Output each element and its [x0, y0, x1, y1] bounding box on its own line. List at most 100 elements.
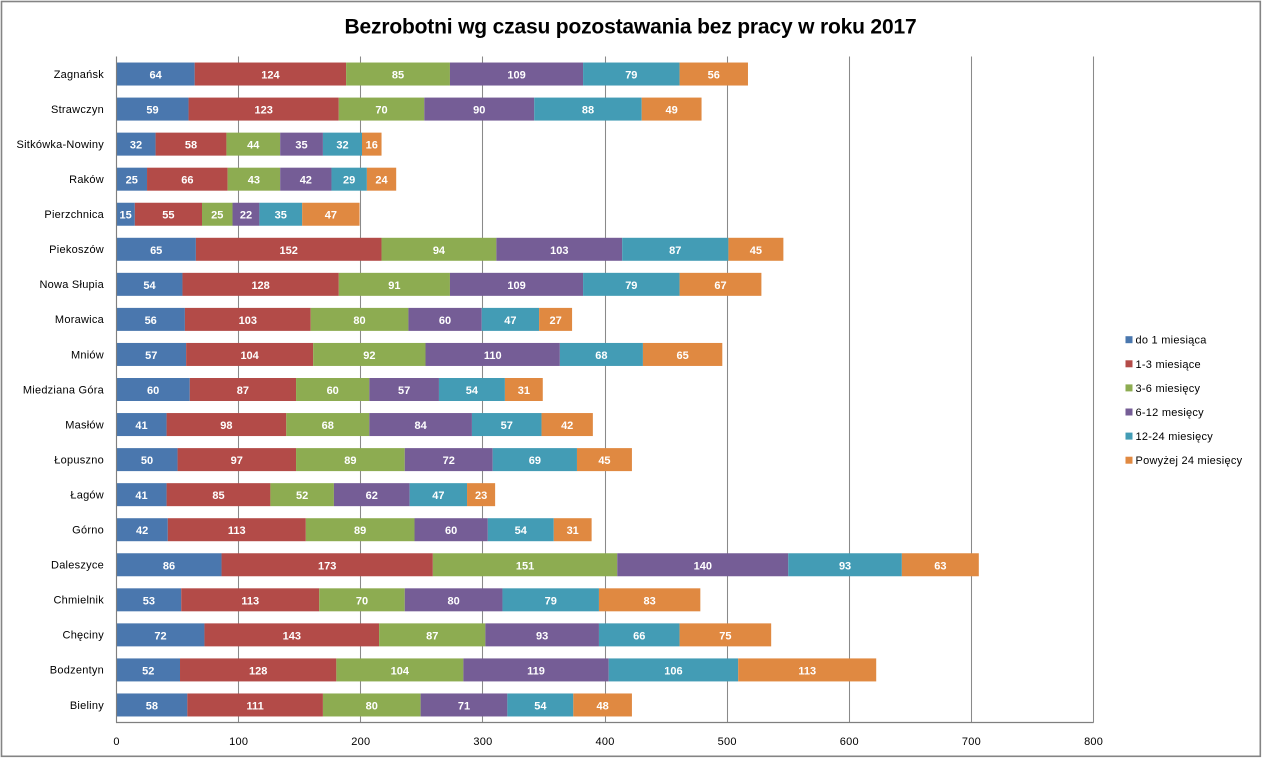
svg-text:32: 32 — [130, 140, 142, 152]
svg-text:49: 49 — [666, 105, 678, 117]
svg-text:25: 25 — [211, 210, 223, 222]
svg-text:66: 66 — [181, 175, 193, 187]
svg-text:41: 41 — [135, 420, 147, 432]
svg-text:100: 100 — [229, 736, 248, 748]
svg-text:113: 113 — [228, 525, 246, 537]
svg-text:173: 173 — [318, 560, 336, 572]
svg-text:60: 60 — [327, 385, 339, 397]
svg-text:104: 104 — [240, 350, 259, 362]
svg-text:Masłów: Masłów — [65, 419, 104, 431]
svg-text:58: 58 — [146, 700, 158, 712]
svg-text:80: 80 — [366, 700, 378, 712]
svg-text:Bieliny: Bieliny — [70, 700, 104, 712]
svg-text:128: 128 — [249, 665, 267, 677]
svg-text:Bezrobotni wg czasu pozostawan: Bezrobotni wg czasu pozostawania bez pra… — [345, 15, 917, 38]
svg-text:60: 60 — [445, 525, 457, 537]
svg-text:87: 87 — [426, 630, 438, 642]
svg-text:53: 53 — [143, 595, 155, 607]
svg-text:54: 54 — [143, 280, 156, 292]
svg-text:111: 111 — [247, 700, 264, 712]
svg-text:Zagnańsk: Zagnańsk — [54, 69, 105, 81]
svg-text:41: 41 — [135, 490, 147, 502]
svg-text:31: 31 — [518, 385, 530, 397]
svg-text:57: 57 — [145, 350, 157, 362]
svg-text:47: 47 — [504, 315, 516, 327]
svg-text:66: 66 — [633, 630, 645, 642]
svg-text:151: 151 — [516, 560, 534, 572]
svg-text:Raków: Raków — [69, 174, 104, 186]
svg-text:200: 200 — [351, 736, 370, 748]
svg-text:500: 500 — [718, 736, 737, 748]
svg-text:47: 47 — [325, 210, 337, 222]
svg-text:70: 70 — [375, 105, 387, 117]
svg-text:31: 31 — [567, 525, 579, 537]
svg-text:56: 56 — [145, 315, 157, 327]
svg-text:113: 113 — [241, 595, 259, 607]
svg-text:140: 140 — [694, 560, 712, 572]
svg-text:Nowa Słupia: Nowa Słupia — [39, 279, 104, 291]
svg-text:113: 113 — [798, 665, 816, 677]
svg-text:152: 152 — [280, 245, 298, 257]
svg-text:42: 42 — [300, 175, 312, 187]
svg-text:54: 54 — [534, 700, 547, 712]
svg-text:Łagów: Łagów — [70, 489, 104, 501]
svg-text:106: 106 — [664, 665, 682, 677]
svg-text:24: 24 — [375, 175, 388, 187]
svg-text:75: 75 — [719, 630, 731, 642]
svg-text:15: 15 — [120, 210, 132, 222]
svg-text:Chęciny: Chęciny — [63, 630, 105, 642]
svg-text:Sitkówka-Nowiny: Sitkówka-Nowiny — [17, 139, 105, 151]
svg-text:52: 52 — [296, 490, 308, 502]
svg-text:72: 72 — [443, 455, 455, 467]
svg-text:59: 59 — [146, 105, 158, 117]
svg-text:Strawczyn: Strawczyn — [51, 104, 104, 116]
svg-text:109: 109 — [507, 70, 525, 82]
svg-text:400: 400 — [596, 736, 615, 748]
svg-text:93: 93 — [839, 560, 851, 572]
svg-text:45: 45 — [598, 455, 610, 467]
svg-text:103: 103 — [550, 245, 568, 257]
svg-text:89: 89 — [344, 455, 356, 467]
svg-text:143: 143 — [283, 630, 301, 642]
svg-text:600: 600 — [840, 736, 859, 748]
svg-text:110: 110 — [484, 350, 502, 362]
svg-text:68: 68 — [322, 420, 334, 432]
svg-text:91: 91 — [388, 280, 400, 292]
svg-text:Łopuszno: Łopuszno — [54, 454, 104, 466]
svg-text:90: 90 — [473, 105, 485, 117]
svg-text:25: 25 — [126, 175, 138, 187]
svg-text:72: 72 — [154, 630, 166, 642]
svg-text:57: 57 — [398, 385, 410, 397]
svg-text:27: 27 — [549, 315, 561, 327]
svg-text:42: 42 — [136, 525, 148, 537]
svg-text:800: 800 — [1084, 736, 1103, 748]
svg-text:128: 128 — [251, 280, 269, 292]
svg-text:93: 93 — [536, 630, 548, 642]
svg-text:Daleszyce: Daleszyce — [51, 560, 104, 572]
svg-text:60: 60 — [439, 315, 451, 327]
svg-text:63: 63 — [934, 560, 946, 572]
svg-text:98: 98 — [220, 420, 232, 432]
svg-text:80: 80 — [353, 315, 365, 327]
svg-text:Pierzchnica: Pierzchnica — [44, 209, 104, 221]
svg-text:Piekoszów: Piekoszów — [49, 244, 104, 256]
svg-text:86: 86 — [163, 560, 175, 572]
svg-text:Morawica: Morawica — [55, 314, 105, 326]
svg-text:1-3 miesiące: 1-3 miesiące — [1136, 359, 1201, 371]
svg-text:89: 89 — [354, 525, 366, 537]
svg-text:do 1 miesiąca: do 1 miesiąca — [1136, 335, 1208, 347]
svg-text:300: 300 — [473, 736, 492, 748]
svg-text:119: 119 — [527, 665, 545, 677]
svg-text:45: 45 — [750, 245, 762, 257]
svg-text:123: 123 — [255, 105, 273, 117]
svg-text:88: 88 — [582, 105, 594, 117]
svg-text:79: 79 — [625, 70, 637, 82]
svg-text:43: 43 — [248, 175, 260, 187]
svg-text:71: 71 — [458, 700, 470, 712]
svg-text:54: 54 — [515, 525, 528, 537]
svg-text:23: 23 — [475, 490, 487, 502]
svg-text:52: 52 — [142, 665, 154, 677]
svg-text:32: 32 — [336, 140, 348, 152]
svg-text:48: 48 — [596, 700, 608, 712]
svg-text:92: 92 — [363, 350, 375, 362]
